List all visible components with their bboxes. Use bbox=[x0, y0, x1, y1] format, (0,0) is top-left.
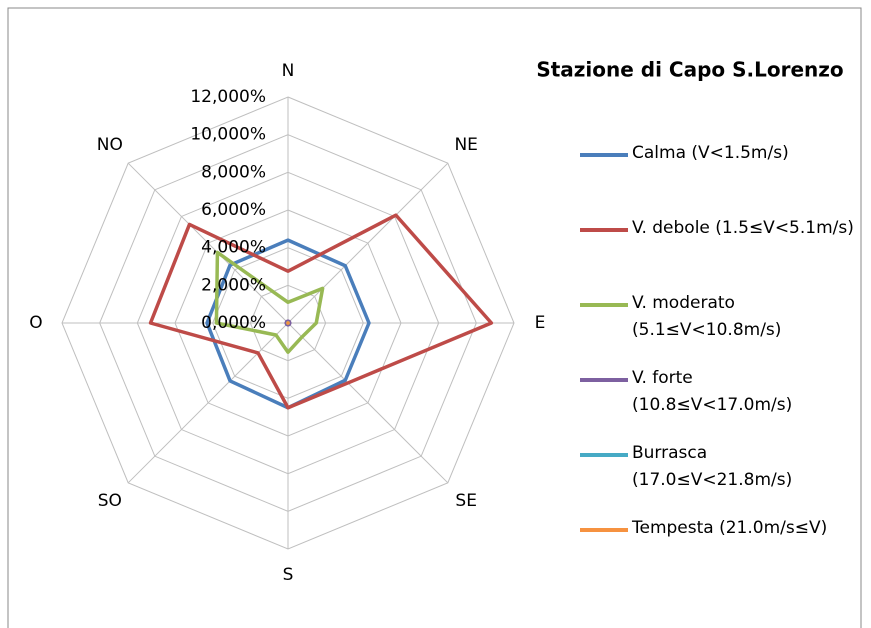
legend-label: V. debole (1.5≤V<5.1m/s) bbox=[632, 218, 854, 238]
tick-label: 12,000% bbox=[190, 87, 266, 107]
tick-label: 10,000% bbox=[190, 125, 266, 145]
legend-label: Calma (V<1.5m/s) bbox=[632, 143, 789, 163]
frame bbox=[7, 7, 862, 628]
chart-title: Stazione di Capo S.Lorenzo bbox=[536, 58, 843, 82]
legend-swatch bbox=[580, 453, 628, 457]
category-label: E bbox=[535, 313, 546, 333]
legend-swatch bbox=[580, 153, 628, 157]
tick-label: 0,000% bbox=[201, 313, 266, 333]
category-label: O bbox=[29, 313, 42, 333]
category-label: SO bbox=[98, 491, 122, 511]
labels: N NE E SE S SO O NO 0,000% 2,000% 4,000% 6,000% 8,00… bbox=[29, 61, 545, 585]
legend-item: V. debole (1.5≤V<5.1m/s) bbox=[580, 215, 860, 290]
legend-label: Burrasca (17.0≤V<21.8m/s) bbox=[632, 443, 793, 490]
legend: Calma (V<1.5m/s) V. debole (1.5≤V<5.1m/s)… bbox=[580, 140, 860, 590]
tick-label: 6,000% bbox=[201, 200, 266, 220]
tick-label: 2,000% bbox=[201, 275, 266, 295]
spoke bbox=[287, 322, 449, 484]
legend-label: V. moderato (5.1≤V<10.8m/s) bbox=[632, 293, 782, 340]
spoke bbox=[287, 162, 449, 324]
plot bbox=[148, 213, 494, 410]
category-label: NO bbox=[97, 135, 123, 155]
legend-swatch bbox=[580, 378, 628, 382]
legend-swatch bbox=[580, 528, 628, 532]
spoke bbox=[127, 322, 289, 484]
legend-label: Tempesta (21.0m/s≤V) bbox=[632, 518, 828, 538]
legend-swatch bbox=[580, 303, 628, 307]
category-label: N bbox=[282, 61, 295, 81]
legend-item: V. moderato (5.1≤V<10.8m/s) bbox=[580, 290, 860, 365]
legend-swatch bbox=[580, 228, 628, 232]
category-label: SE bbox=[455, 491, 477, 511]
legend-item: Tempesta (21.0m/s≤V) bbox=[580, 515, 860, 590]
legend-label: V. forte (10.8≤V<17.0m/s) bbox=[632, 368, 793, 415]
spoke bbox=[127, 162, 289, 324]
grid bbox=[61, 96, 515, 550]
tick-label: 4,000% bbox=[201, 238, 266, 258]
legend-item: Burrasca (17.0≤V<21.8m/s) bbox=[580, 440, 860, 515]
tick-label: 8,000% bbox=[201, 162, 266, 182]
series-line bbox=[214, 250, 325, 354]
series-line bbox=[148, 213, 494, 410]
category-label: NE bbox=[454, 135, 477, 155]
category-label: S bbox=[283, 565, 294, 585]
legend-item: Calma (V<1.5m/s) bbox=[580, 140, 860, 215]
legend-item: V. forte (10.8≤V<17.0m/s) bbox=[580, 365, 860, 440]
